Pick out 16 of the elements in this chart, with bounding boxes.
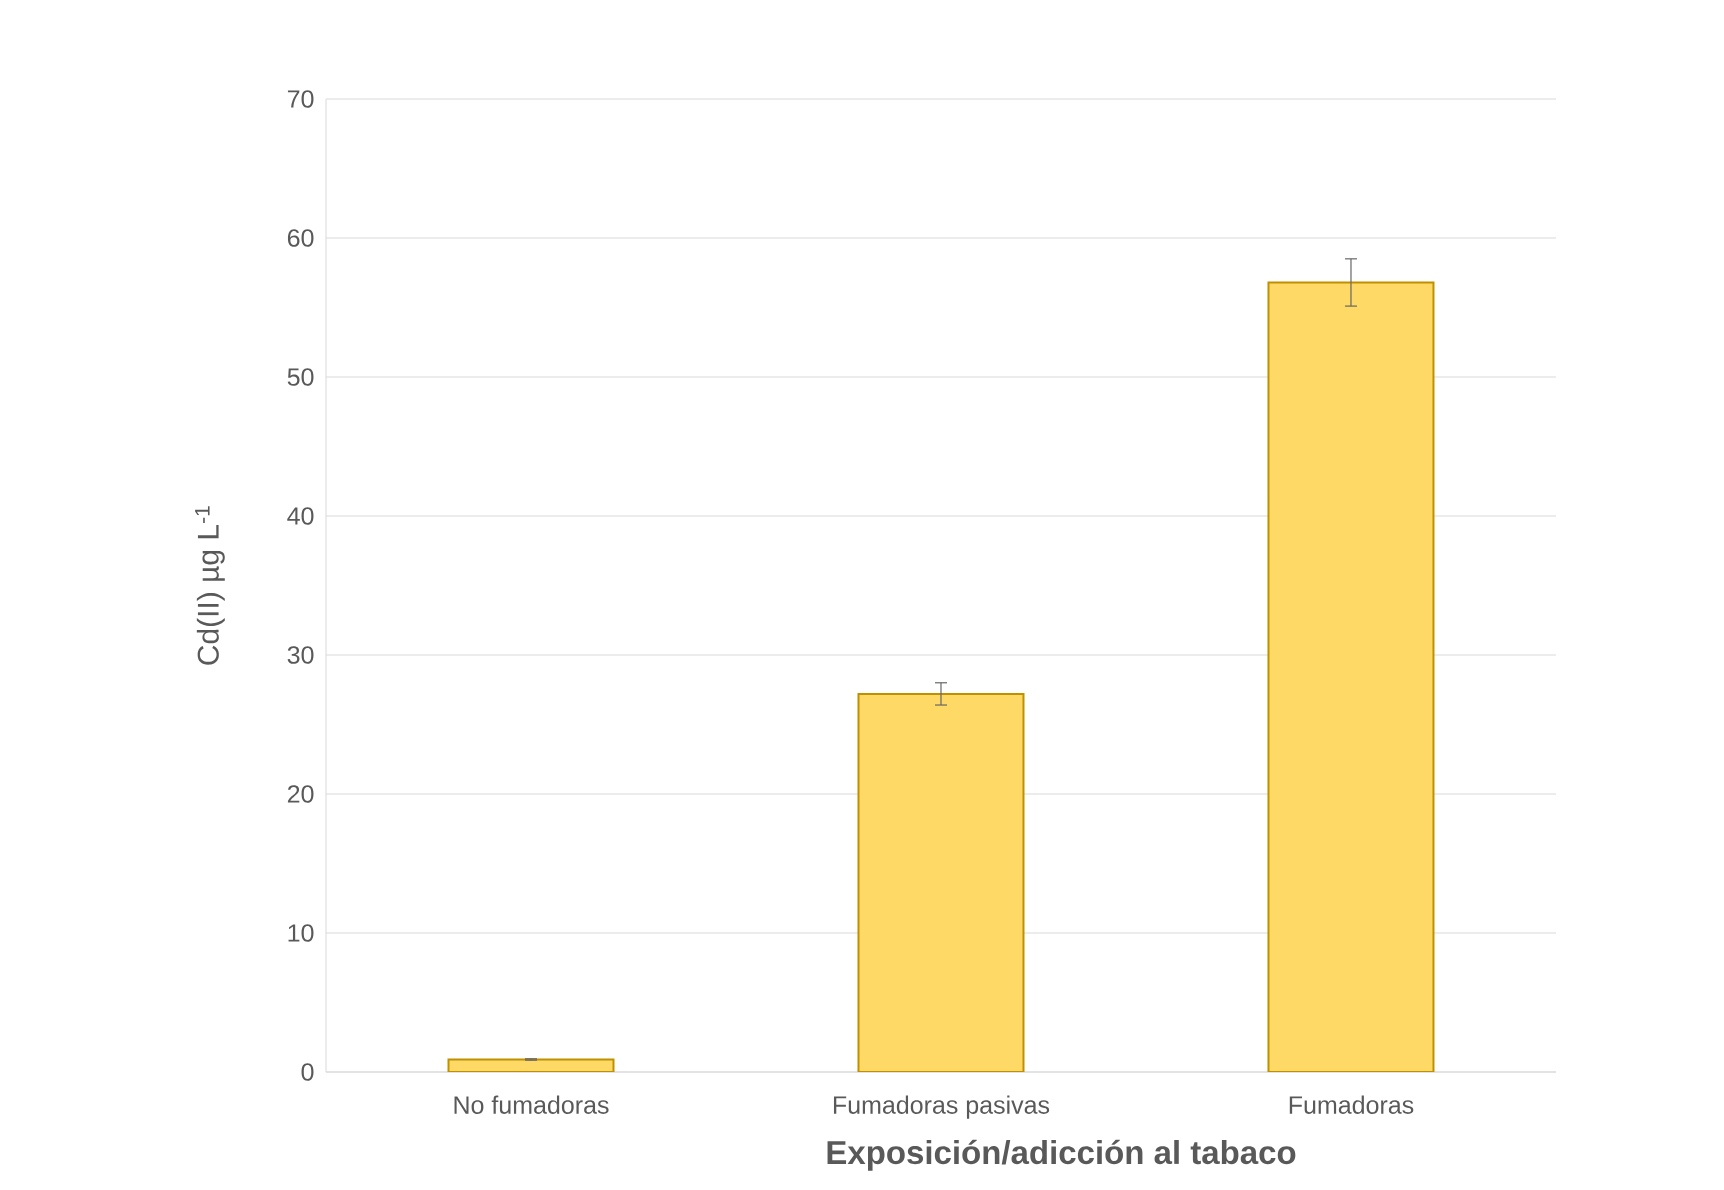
x-tick-label: Fumadoras pasivas: [833, 1095, 1050, 1119]
y-tick-label: 0: [301, 1063, 314, 1081]
bar: [857, 692, 1025, 1072]
y-tick-label: 50: [287, 368, 314, 386]
y-tick-label: 10: [288, 924, 314, 942]
x-axis-title: Exposición/adicción al tabaco: [827, 1139, 1296, 1171]
y-tick-label: 30: [287, 646, 314, 664]
y-tick-label: 60: [287, 229, 314, 247]
bar: [1267, 281, 1435, 1072]
x-tick-label: No fumadoras: [454, 1095, 609, 1114]
x-tick-label: Fumadoras: [1289, 1095, 1414, 1114]
y-tick-label: 70: [287, 90, 314, 108]
y-tick-label: 40: [287, 507, 314, 525]
bar: [448, 1059, 614, 1072]
y-axis-title: Cd(II) µg L$^{-1}$: [195, 506, 225, 665]
y-tick-label: 20: [287, 785, 314, 803]
